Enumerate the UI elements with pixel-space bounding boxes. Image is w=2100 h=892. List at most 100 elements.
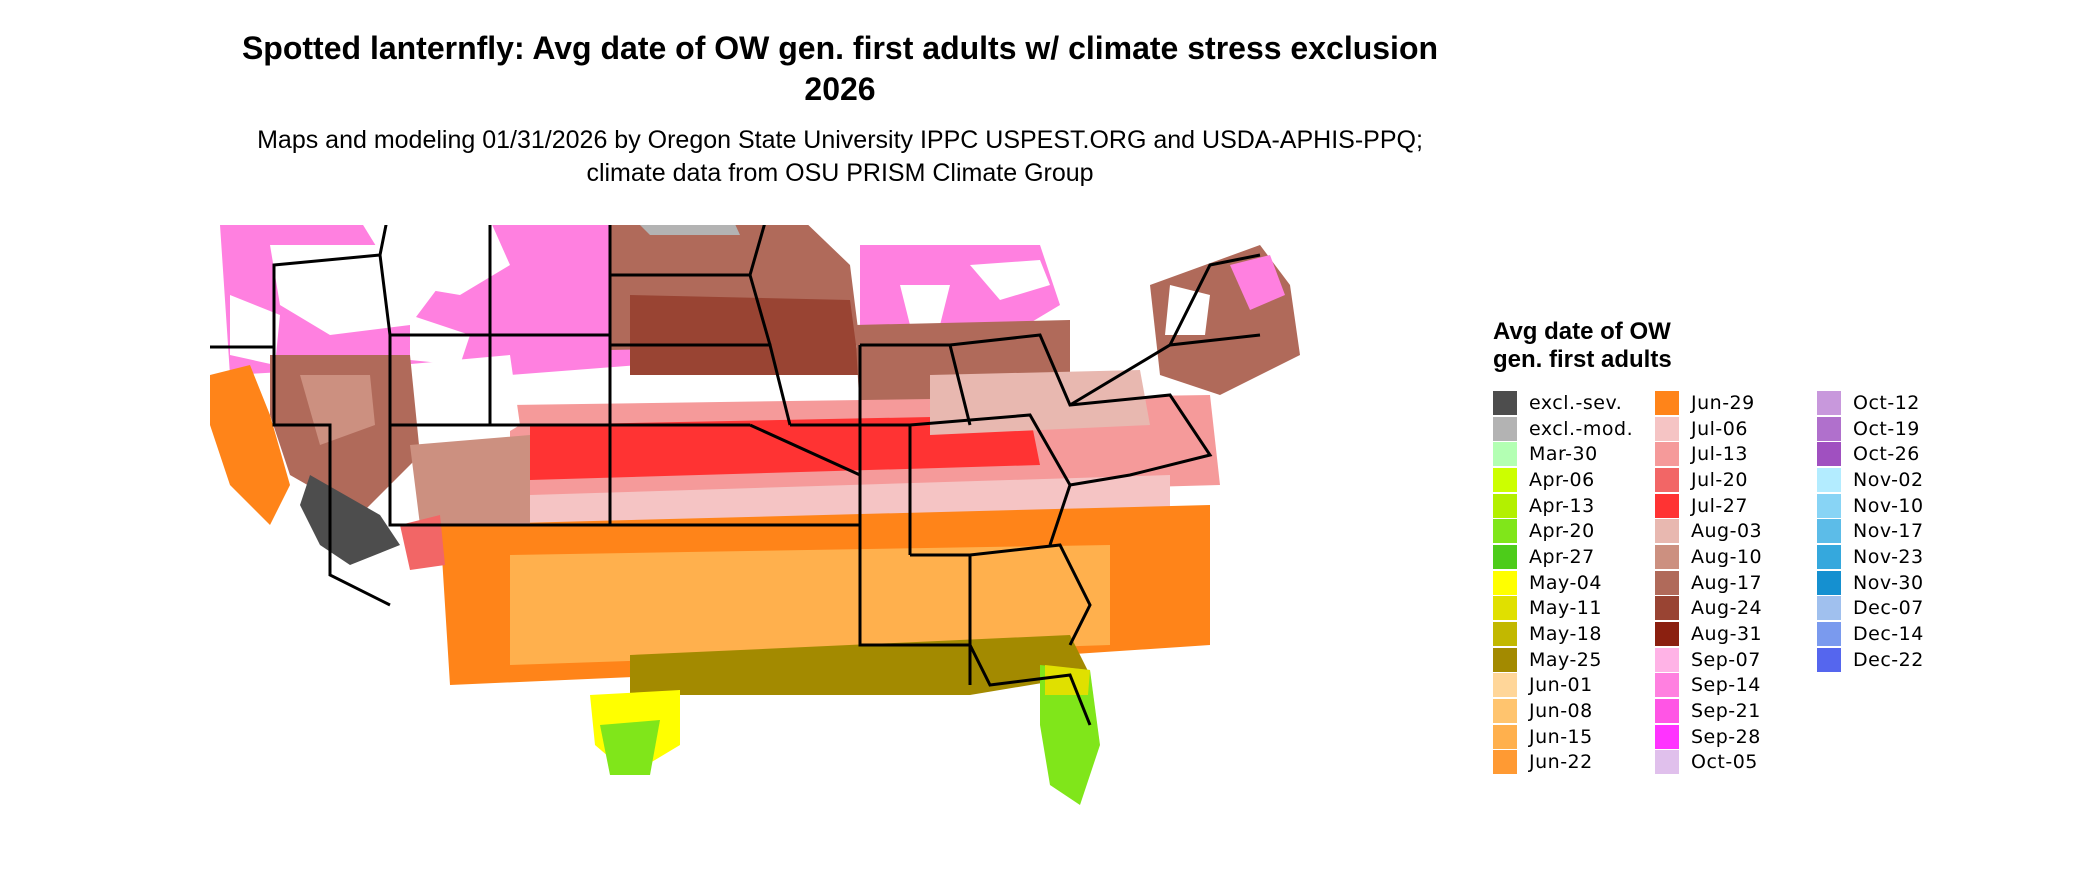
legend-swatch <box>1655 493 1679 518</box>
legend-label: Aug-03 <box>1691 520 1763 543</box>
legend-label: Apr-13 <box>1529 494 1595 517</box>
legend-item: Sep-14 <box>1655 673 1805 699</box>
legend-swatch <box>1493 699 1517 724</box>
legend-label: Nov-10 <box>1853 494 1924 517</box>
legend-swatch <box>1817 467 1841 492</box>
legend-item: Dec-22 <box>1817 647 1967 673</box>
legend-item: Nov-23 <box>1817 544 1967 570</box>
legend-swatch <box>1655 673 1679 698</box>
legend-label: Sep-21 <box>1691 700 1761 723</box>
legend-item: May-11 <box>1493 596 1643 622</box>
legend-item: Apr-27 <box>1493 544 1643 570</box>
legend-item: Jun-15 <box>1493 724 1643 750</box>
legend-column: Jun-29 Jul-06 Jul-13 Jul-20 Jul-27 Aug-03 Aug-… <box>1655 390 1805 775</box>
legend-swatch <box>1655 699 1679 724</box>
legend-swatch <box>1493 673 1517 698</box>
map-subtitle: Maps and modeling 01/31/2026 by Oregon S… <box>257 126 1423 187</box>
legend-label: Sep-07 <box>1691 648 1761 671</box>
legend-label: Dec-07 <box>1853 597 1924 620</box>
legend-swatch <box>1655 442 1679 467</box>
legend-label: Apr-20 <box>1529 520 1595 543</box>
legend-item: Aug-03 <box>1655 518 1805 544</box>
legend-label: Aug-31 <box>1691 623 1763 646</box>
legend-swatch <box>1817 493 1841 518</box>
legend-label: Dec-14 <box>1853 623 1924 646</box>
legend-label: Oct-12 <box>1853 391 1920 414</box>
legend-label: Nov-17 <box>1853 520 1924 543</box>
legend-label: Oct-05 <box>1691 751 1758 774</box>
legend-item: Jun-01 <box>1493 673 1643 699</box>
legend-swatch <box>1655 750 1679 775</box>
legend-swatch <box>1655 519 1679 544</box>
legend-label: May-04 <box>1529 571 1602 594</box>
legend-swatch <box>1655 467 1679 492</box>
legend-label: excl.-sev. <box>1529 391 1623 414</box>
legend-item: Aug-31 <box>1655 621 1805 647</box>
legend-swatch <box>1655 724 1679 749</box>
legend-label: Dec-22 <box>1853 648 1924 671</box>
legend-label: Jun-08 <box>1529 700 1593 723</box>
legend-swatch <box>1655 570 1679 595</box>
legend-label: Jun-22 <box>1529 751 1593 774</box>
legend-swatch <box>1817 596 1841 621</box>
legend-label: Aug-17 <box>1691 571 1763 594</box>
legend-item: Jun-08 <box>1493 698 1643 724</box>
legend-label: Sep-14 <box>1691 674 1761 697</box>
legend-item: Jun-29 <box>1655 390 1805 416</box>
legend-swatch <box>1817 416 1841 441</box>
legend-swatch <box>1655 544 1679 569</box>
legend-item: Aug-17 <box>1655 570 1805 596</box>
legend-item: Jul-06 <box>1655 416 1805 442</box>
legend-label: May-18 <box>1529 623 1602 646</box>
legend-swatch <box>1655 416 1679 441</box>
legend-swatch <box>1655 647 1679 672</box>
legend-swatch <box>1493 467 1517 492</box>
legend-item: Nov-10 <box>1817 493 1967 519</box>
legend-item: Aug-24 <box>1655 596 1805 622</box>
legend-swatch <box>1493 622 1517 647</box>
legend-label: Oct-26 <box>1853 443 1920 466</box>
legend-swatch <box>1655 622 1679 647</box>
legend-item: Oct-19 <box>1817 416 1967 442</box>
legend-column: excl.-sev. excl.-mod. Mar-30 Apr-06 Apr-13 Ap… <box>1493 390 1643 775</box>
legend-label: Jun-15 <box>1529 725 1593 748</box>
legend-label: Sep-28 <box>1691 725 1761 748</box>
legend-item: Sep-07 <box>1655 647 1805 673</box>
legend-item: excl.-sev. <box>1493 390 1643 416</box>
legend-swatch <box>1817 647 1841 672</box>
legend-label: Aug-10 <box>1691 545 1763 568</box>
legend-label: Apr-06 <box>1529 468 1595 491</box>
legend-label: Nov-30 <box>1853 571 1924 594</box>
legend-swatch <box>1493 493 1517 518</box>
legend-label: Jul-06 <box>1691 417 1748 440</box>
legend-item: Jul-27 <box>1655 493 1805 519</box>
legend-label: May-25 <box>1529 648 1602 671</box>
legend-label: Oct-19 <box>1853 417 1920 440</box>
legend-swatch <box>1655 390 1679 415</box>
legend-label: Jul-13 <box>1691 443 1748 466</box>
legend-item: Dec-07 <box>1817 596 1967 622</box>
legend-item: Oct-12 <box>1817 390 1967 416</box>
legend-swatch <box>1493 750 1517 775</box>
legend-column: Oct-12 Oct-19 Oct-26 Nov-02 Nov-10 Nov-17 Nov-… <box>1817 390 1967 775</box>
legend-swatch <box>1817 519 1841 544</box>
legend-item: May-04 <box>1493 570 1643 596</box>
legend-item: Jul-13 <box>1655 441 1805 467</box>
legend-item: Jun-22 <box>1493 750 1643 776</box>
state-borders <box>210 225 1261 726</box>
legend-item: Aug-10 <box>1655 544 1805 570</box>
legend-item: excl.-mod. <box>1493 416 1643 442</box>
legend-swatch <box>1817 442 1841 467</box>
legend-item: Nov-17 <box>1817 518 1967 544</box>
legend-swatch <box>1493 647 1517 672</box>
legend-label: excl.-mod. <box>1529 417 1634 440</box>
legend-item: Oct-26 <box>1817 441 1967 467</box>
title-block: Spotted lanternfly: Avg date of OW gen. … <box>220 28 1460 190</box>
legend-swatch <box>1493 390 1517 415</box>
legend-item: Oct-05 <box>1655 750 1805 776</box>
legend-swatch <box>1493 442 1517 467</box>
legend-item: Dec-14 <box>1817 621 1967 647</box>
legend-item: Nov-02 <box>1817 467 1967 493</box>
legend-swatch <box>1817 390 1841 415</box>
legend-label: Jul-20 <box>1691 468 1748 491</box>
